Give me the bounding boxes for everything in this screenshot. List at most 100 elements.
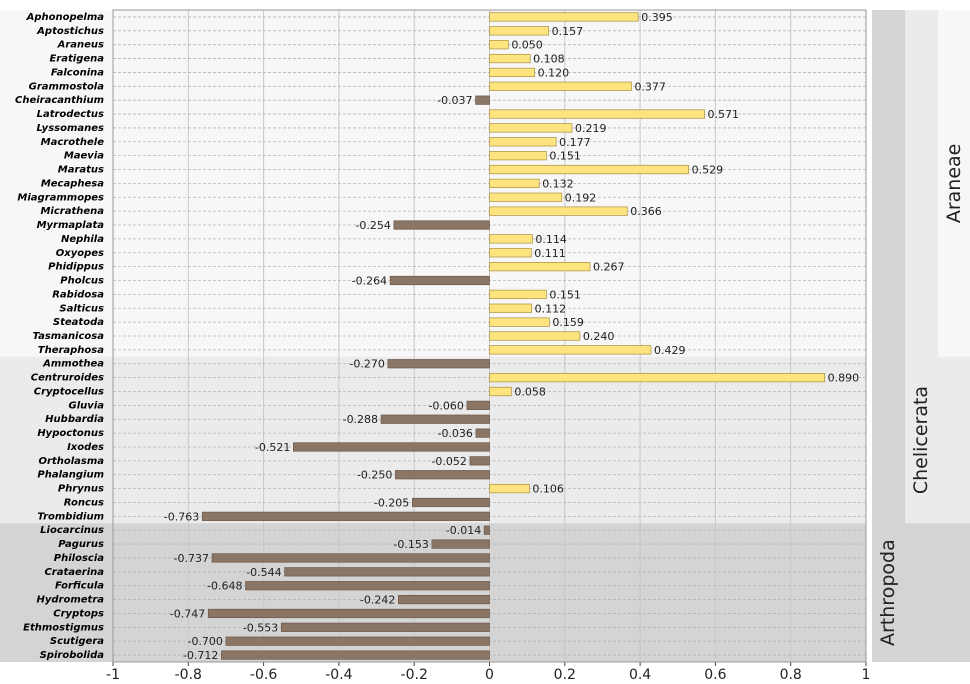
value-label: -0.700 <box>187 635 222 648</box>
bar <box>466 400 490 410</box>
bar <box>489 483 530 494</box>
category-label: Hydrometra <box>36 595 104 606</box>
bar <box>380 414 490 424</box>
category-label: Rabidosa <box>52 289 104 300</box>
value-label: 0.177 <box>559 136 591 149</box>
category-label: Latrodectus <box>37 109 104 120</box>
bar <box>489 289 547 299</box>
bar <box>489 192 563 202</box>
category-label: Macrothele <box>41 137 105 148</box>
bar <box>225 636 490 646</box>
bar <box>280 622 490 632</box>
value-label: -0.250 <box>357 469 392 482</box>
bar <box>489 303 533 313</box>
group-strip <box>938 10 970 357</box>
value-label: 0.157 <box>552 25 584 38</box>
value-label: 0.395 <box>641 11 673 24</box>
value-label: 0.114 <box>535 233 567 246</box>
bar <box>489 123 573 133</box>
bar <box>201 511 490 521</box>
value-label: -0.205 <box>374 496 409 509</box>
value-label: 0.219 <box>575 122 607 135</box>
bar <box>489 26 549 36</box>
category-label: Ammothea <box>42 359 104 370</box>
value-label: -0.037 <box>437 94 472 107</box>
value-label: -0.288 <box>343 413 378 426</box>
category-label: Scutigera <box>50 636 104 647</box>
category-label: Theraphosa <box>38 345 105 356</box>
bar <box>475 95 490 105</box>
value-label: 0.058 <box>514 385 546 398</box>
category-label: Salticus <box>59 303 104 314</box>
category-label: Aphonopelma <box>26 12 105 23</box>
value-label: -0.763 <box>164 510 199 523</box>
category-label: Centruroides <box>31 373 104 384</box>
value-label: -0.052 <box>431 455 466 468</box>
category-label: Ixodes <box>67 442 104 453</box>
bar <box>489 67 536 78</box>
bar <box>207 608 490 619</box>
group-label: Chelicerata <box>910 386 932 494</box>
bar <box>211 553 490 563</box>
value-label: 0.529 <box>692 164 724 177</box>
category-label: Lyssomanes <box>37 123 104 134</box>
x-tick-label: 0.8 <box>780 667 802 683</box>
value-label: -0.254 <box>355 219 390 232</box>
value-label: -0.264 <box>352 275 387 288</box>
value-label: 0.571 <box>707 108 739 121</box>
value-label: -0.553 <box>243 621 278 634</box>
value-label: -0.544 <box>246 566 281 579</box>
value-label: -0.036 <box>437 427 472 440</box>
value-label: -0.521 <box>255 441 290 454</box>
category-label: Micrathena <box>40 206 104 217</box>
x-tick-label: -0.2 <box>401 667 428 683</box>
value-label: -0.712 <box>183 649 218 662</box>
category-label: Mecaphesa <box>41 178 104 189</box>
category-label: Eratigena <box>49 54 104 65</box>
bar <box>489 331 581 341</box>
category-label: Oxyopes <box>56 248 104 259</box>
value-label: 0.132 <box>542 177 574 190</box>
x-tick-label: -0.8 <box>175 667 202 683</box>
bar <box>489 248 532 258</box>
bar <box>245 581 490 591</box>
x-tick-label: 0.4 <box>629 667 651 683</box>
bar <box>398 594 490 605</box>
bar <box>489 317 550 327</box>
category-label: Crataerina <box>44 567 104 578</box>
bar <box>469 456 490 466</box>
category-label: Trombidium <box>37 511 104 522</box>
category-label: Maratus <box>58 165 104 176</box>
category-label: Liocarcinus <box>40 525 104 536</box>
value-label: -0.153 <box>393 538 428 551</box>
bar <box>489 234 533 244</box>
bar <box>431 539 490 549</box>
bar <box>489 151 547 161</box>
category-label: Steatoda <box>53 317 104 328</box>
category-label: Ortholasma <box>39 456 105 467</box>
category-label: Miagrammopes <box>17 192 104 203</box>
value-label: 0.106 <box>532 483 564 496</box>
value-label: -0.242 <box>360 594 395 607</box>
category-label: Araneus <box>57 40 104 51</box>
value-label: -0.648 <box>207 580 242 593</box>
plot-border <box>112 9 867 663</box>
x-tick-label: 0.2 <box>554 667 576 683</box>
bar <box>489 373 825 383</box>
value-label: -0.060 <box>428 399 463 412</box>
category-label: Nephila <box>61 234 104 245</box>
value-label: 0.120 <box>538 66 570 79</box>
category-label: Phalangium <box>37 470 104 481</box>
bar <box>489 164 690 175</box>
value-label: -0.737 <box>174 552 209 565</box>
bar <box>489 386 512 397</box>
category-label: Phrynus <box>58 484 104 495</box>
bar <box>393 220 490 230</box>
bar <box>489 178 540 189</box>
category-label: Tasmanicosa <box>32 331 104 342</box>
value-label: -0.747 <box>170 607 205 620</box>
x-tick-label: -1 <box>106 667 120 683</box>
bar <box>489 81 632 91</box>
category-label: Myrmaplata <box>37 220 105 231</box>
